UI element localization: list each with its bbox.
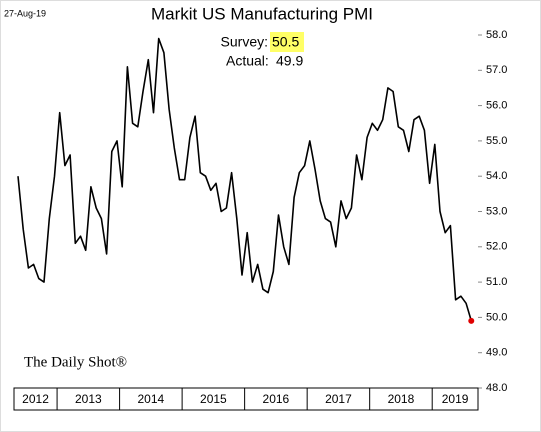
y-tick-label: 55.0 <box>486 135 507 147</box>
x-tick-label: 2015 <box>200 392 227 406</box>
date: 27-Aug-19 <box>4 8 46 18</box>
chart-title: Markit US Manufacturing PMI <box>151 4 373 23</box>
y-tick-label: 57.0 <box>486 64 507 76</box>
x-tick-label: 2014 <box>138 392 165 406</box>
source: The Daily Shot® <box>24 354 127 370</box>
x-tick-label: 2016 <box>263 392 290 406</box>
actual-value: 49.9 <box>276 53 303 69</box>
y-tick-label: 49.0 <box>486 347 507 359</box>
survey-label: Survey: <box>221 34 268 50</box>
y-tick-label: 53.0 <box>486 205 507 217</box>
y-tick-label: 54.0 <box>486 170 507 182</box>
x-tick-label: 2018 <box>388 392 415 406</box>
actual-label: Actual: <box>226 53 269 69</box>
y-tick-label: 52.0 <box>486 241 507 253</box>
y-tick-label: 50.0 <box>486 311 507 323</box>
x-tick-label: 2019 <box>442 392 469 406</box>
y-tick-label: 58.0 <box>486 29 507 41</box>
y-tick-label: 56.0 <box>486 100 507 112</box>
survey-value: 50.5 <box>272 34 299 50</box>
line <box>17 37 473 322</box>
x-axis-box <box>13 387 479 411</box>
x-tick-label: 2017 <box>325 392 352 406</box>
last-point <box>468 317 475 324</box>
x-tick-label: 2012 <box>22 392 49 406</box>
x-tick-label: 2013 <box>75 392 102 406</box>
y-tick-label: 48.0 <box>486 382 507 394</box>
highlight <box>270 32 304 52</box>
y-tick-label: 51.0 <box>486 276 507 288</box>
